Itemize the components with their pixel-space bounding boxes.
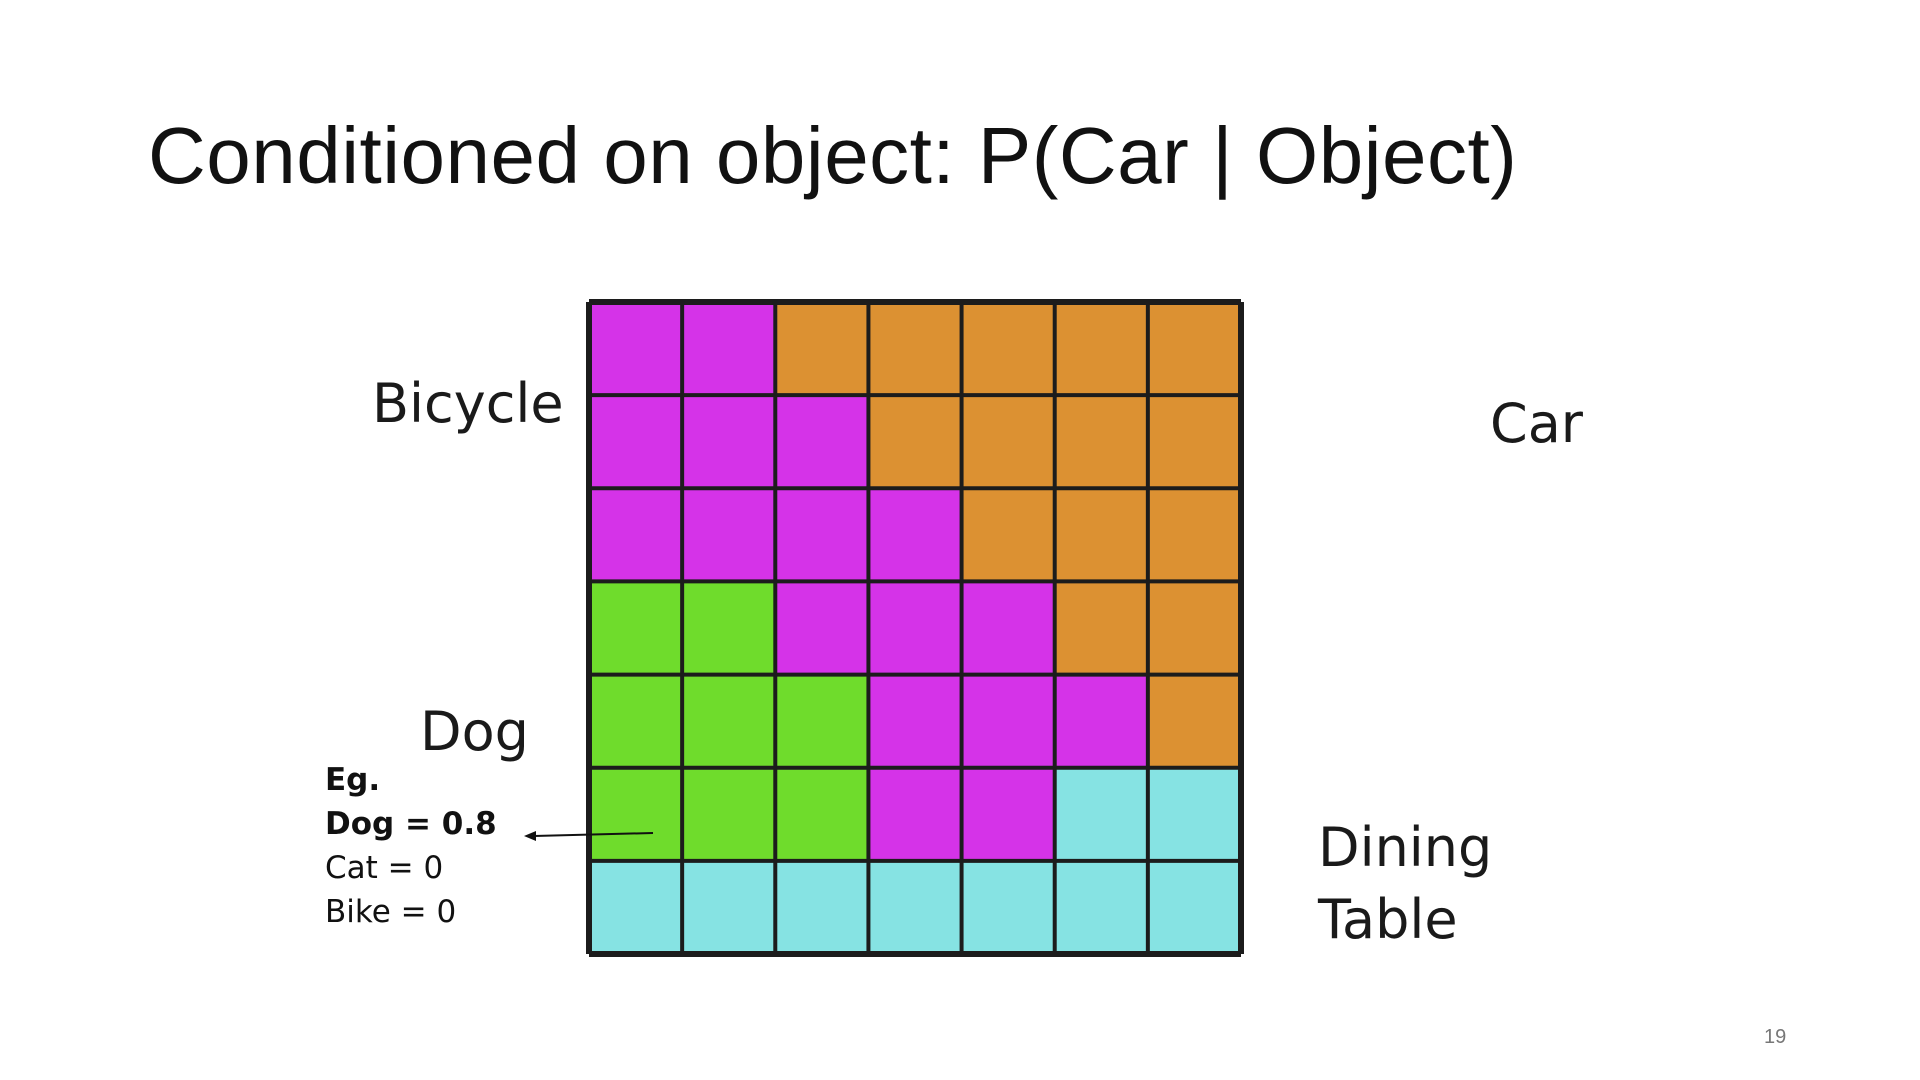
grid-cell-bicycle: [682, 302, 776, 396]
grid-cell-dog: [682, 581, 776, 675]
example-heading: Eg.: [325, 762, 381, 798]
label-dining-line2: Table: [1318, 888, 1458, 951]
grid-cell-bicycle: [1054, 674, 1148, 768]
grid-cell-car: [868, 302, 962, 396]
grid-cell-bicycle: [868, 488, 962, 582]
grid-cell-bicycle: [868, 767, 962, 861]
grid-svg: [586, 299, 1244, 957]
grid-cell-bicycle: [775, 395, 869, 489]
grid-cell-car: [1054, 302, 1148, 396]
grid-cell-bicycle: [775, 581, 869, 675]
label-car: Car: [1490, 392, 1583, 455]
label-dining-line1: Dining: [1318, 816, 1493, 879]
grid-cell-dining-table: [775, 860, 869, 954]
grid-cell-dog: [589, 674, 683, 768]
grid-cell-bicycle: [682, 488, 776, 582]
grid-cell-car: [961, 488, 1055, 582]
grid-cell-car: [1147, 302, 1241, 396]
example-bike-prob: Bike = 0: [325, 894, 457, 930]
grid-cell-dining-table: [1054, 767, 1148, 861]
grid-cell-dining-table: [589, 860, 683, 954]
grid-cell-car: [1147, 674, 1241, 768]
example-dog-prob: Dog = 0.8: [325, 806, 497, 842]
grid-cell-dining-table: [1147, 767, 1241, 861]
example-cat-prob: Cat = 0: [325, 850, 444, 886]
grid-cell-bicycle: [868, 581, 962, 675]
example-arrow: [524, 831, 654, 841]
grid-cell-dog: [682, 767, 776, 861]
grid-cell-car: [1054, 395, 1148, 489]
grid-cell-bicycle: [961, 767, 1055, 861]
grid-cell-car: [1054, 581, 1148, 675]
grid-cell-bicycle: [961, 581, 1055, 675]
label-bicycle: Bicycle: [372, 372, 564, 435]
grid-cell-dining-table: [961, 860, 1055, 954]
grid-cell-bicycle: [961, 674, 1055, 768]
class-probability-grid: [585, 298, 1245, 958]
label-dining-table: Dining Table: [1318, 812, 1492, 956]
grid-cell-dog: [775, 767, 869, 861]
grid-cell-bicycle: [589, 488, 683, 582]
grid-cell-car: [961, 395, 1055, 489]
grid-cell-dog: [589, 767, 683, 861]
grid-cell-bicycle: [589, 302, 683, 396]
grid-cell-car: [961, 302, 1055, 396]
grid-cell-car: [1147, 395, 1241, 489]
grid-cell-dining-table: [1054, 860, 1148, 954]
grid-cell-dining-table: [682, 860, 776, 954]
grid-cell-car: [868, 395, 962, 489]
page-number: 19: [1764, 1026, 1787, 1048]
grid-cell-bicycle: [682, 395, 776, 489]
grid-cell-dining-table: [1147, 860, 1241, 954]
example-probabilities: Eg. Dog = 0.8 Cat = 0 Bike = 0: [325, 758, 497, 934]
grid-cell-dog: [775, 674, 869, 768]
grid-cell-car: [775, 302, 869, 396]
grid-cell-bicycle: [775, 488, 869, 582]
grid-cell-car: [1054, 488, 1148, 582]
slide-title: Conditioned on object: P(Car | Object): [148, 111, 1518, 200]
grid-cell-dining-table: [868, 860, 962, 954]
grid-cell-bicycle: [589, 395, 683, 489]
grid-cell-bicycle: [868, 674, 962, 768]
grid-cell-dog: [589, 581, 683, 675]
grid-cell-car: [1147, 581, 1241, 675]
label-dog: Dog: [420, 700, 529, 763]
grid-cell-dog: [682, 674, 776, 768]
grid-cell-car: [1147, 488, 1241, 582]
